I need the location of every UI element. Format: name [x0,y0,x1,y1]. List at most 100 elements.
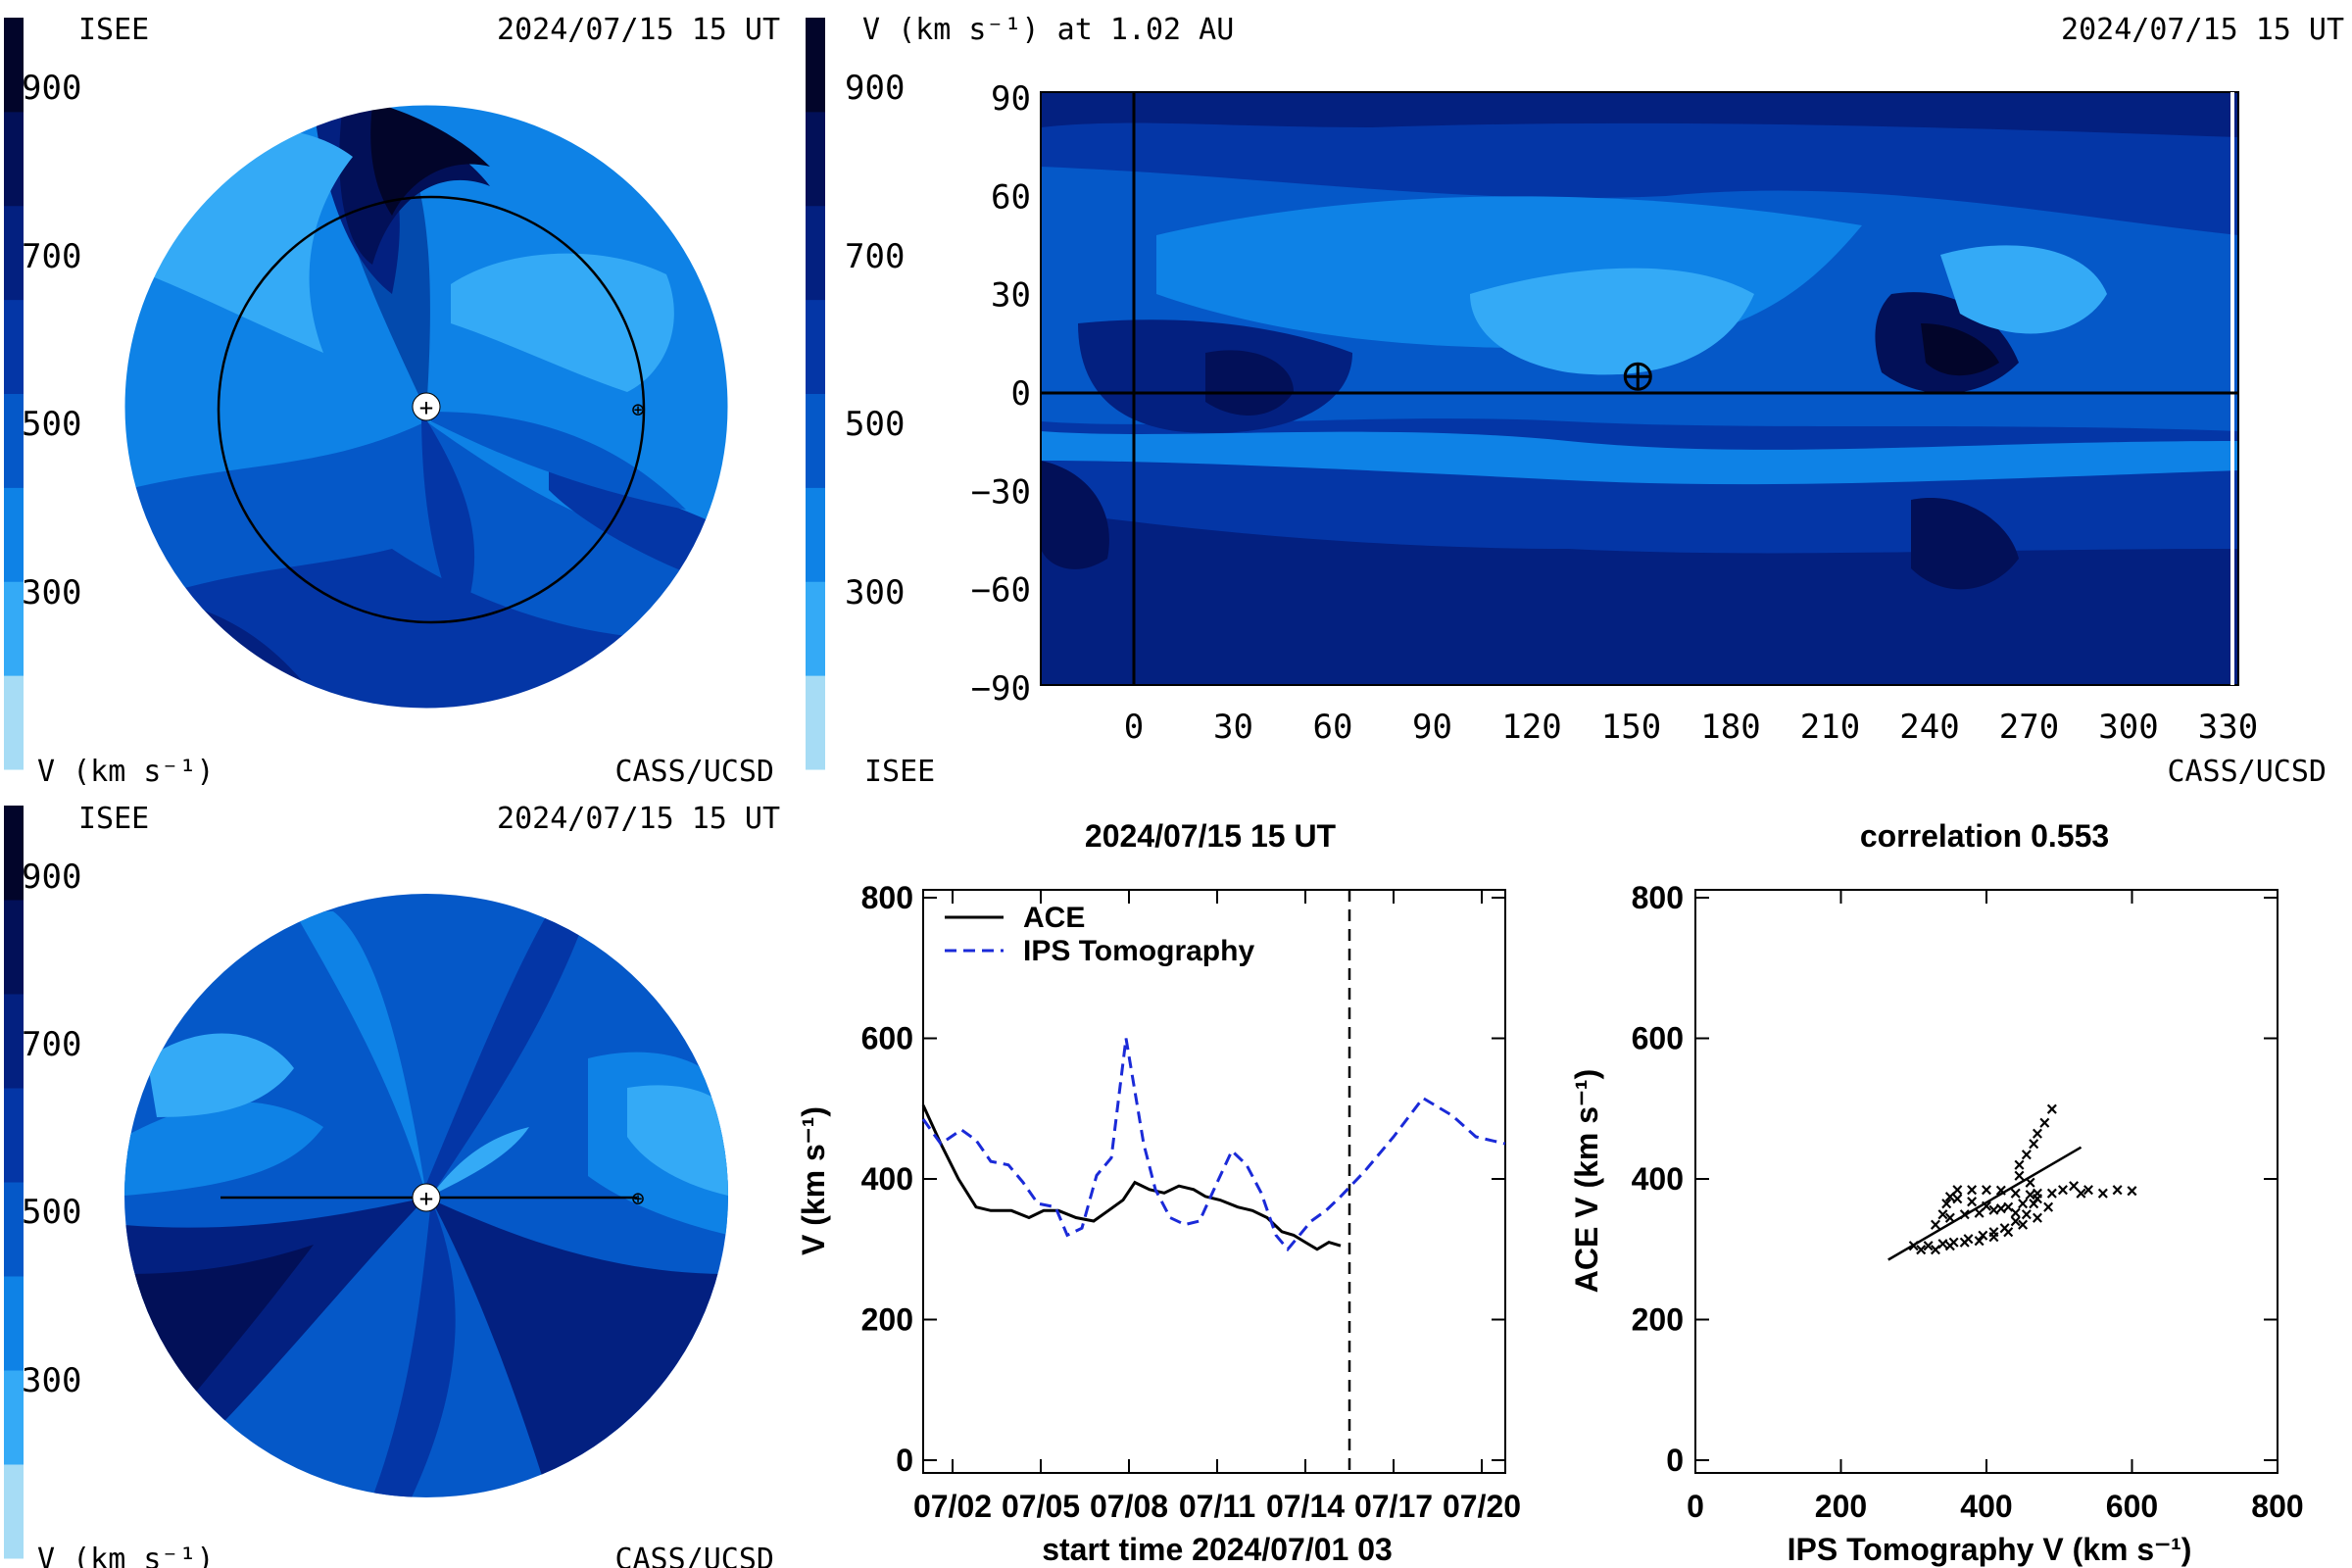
longitude-tick-label: 0 [1124,708,1144,747]
time-series-ylabel: V (km s⁻¹) [796,1106,831,1255]
x-tick-label: 800 [2251,1489,2303,1524]
x-tick-label: 200 [1815,1489,1867,1524]
colorbar-tick-900: 900 [22,858,81,897]
scatter-point: × [1963,1229,1975,1250]
x-tick-label: 400 [1960,1489,2012,1524]
sun-marker [412,392,441,421]
longitude-tick-label: 210 [1800,708,1860,747]
ecliptic-velocity-panel: 900 700 500 300 ISEE 2024/07/15 15 UT V … [4,13,780,789]
ecliptic-disc-outline [123,104,729,710]
colorbar-segment [806,111,825,207]
regression-fit-line [1887,1146,2082,1261]
colorbar-tick-300: 300 [22,1361,81,1400]
scatter-point: × [2021,1145,2033,1166]
legend-ips-label: IPS Tomography [1023,935,1254,967]
scatter-point: × [2021,1204,2033,1226]
scatter-point: × [1988,1200,2000,1222]
earth-orbit-circle [217,195,646,624]
scatter-point: × [2025,1185,2036,1206]
map-credit-label: CASS/UCSD [2167,755,2327,789]
legend-ace-label: ACE [1023,902,1085,934]
scatter-point: × [2032,1189,2043,1210]
velocity-colorbar [4,806,24,1559]
scatter-title: correlation 0.553 [1860,818,2109,854]
colorbar-segment [4,1182,24,1277]
colorbar-segment [4,1464,24,1559]
colorbar-segment [4,900,24,995]
scatter-point: × [2010,1211,2022,1233]
x-tick-label: 07/11 [1179,1489,1255,1524]
colorbar-segment [4,111,24,207]
longitude-tick-label: 150 [1601,708,1661,747]
colorbar-tick-700: 700 [22,237,81,276]
colorbar-tick-500: 500 [22,1193,81,1232]
meridional-velocity-disc [124,894,728,1497]
y-tick-label: 0 [896,1443,913,1478]
colorbar-segment [806,393,825,488]
x-tick-label: 07/14 [1266,1489,1345,1524]
time-series-legend: ACE IPS Tomography [945,902,1254,967]
scatter-ticks: 0 200 400 600 800 0 200 400 600 800 [1632,880,2304,1524]
longitude-tick-label: 180 [1700,708,1760,747]
x-tick-label: 0 [1687,1489,1704,1524]
latitude-tick-label: −60 [971,571,1031,611]
x-tick-label: 07/20 [1443,1489,1521,1524]
scatter-point: × [1923,1236,1935,1257]
scatter-point: × [2032,1207,2043,1229]
y-tick-label: 400 [1632,1161,1684,1197]
scatter-point: × [2010,1202,2022,1224]
map-frame [1040,91,2239,686]
map-colorbar-tick-labels: 900 700 500 300 [845,69,905,612]
credit-label: CASS/UCSD [614,1543,774,1568]
scatter-point: × [2002,1198,2014,1219]
map-velocity-colorbar [806,18,825,770]
scatter-point: × [1974,1202,1985,1224]
colorbar-segment [4,299,24,394]
latitude-tick-label: 30 [991,276,1031,316]
scatter-point: × [2082,1180,2094,1201]
x-tick-label: 07/08 [1090,1489,1168,1524]
longitude-tick-label: 330 [2198,708,2258,747]
latitude-tick-labels: 90 60 30 0 −30 −60 −90 [971,79,1031,709]
scatter-point: × [2025,1173,2036,1195]
scatter-point: × [2057,1180,2069,1201]
time-series-lines [921,1038,1506,1252]
time-series-panel: 2024/07/15 15 UT 0 200 400 600 800 07/02 07/05… [796,818,1521,1567]
date-label: 2024/07/15 15 UT [497,802,780,836]
scatter-point: × [2112,1180,2124,1201]
colorbar-segment [806,205,825,301]
colorbar-tick-700: 700 [22,1025,81,1064]
colorbar-segment [4,806,24,901]
scatter-point: × [1944,1207,1956,1229]
date-label: 2024/07/15 15 UT [497,13,780,47]
ace-series-line [921,1104,1342,1251]
scatter-point: × [1999,1218,2011,1240]
velocity-map-contours [1041,92,2238,685]
colorbar-tick-300: 300 [22,573,81,612]
map-date: 2024/07/15 15 UT [2061,13,2344,47]
longitude-tick-label: 90 [1412,708,1452,747]
latitude-tick-label: 60 [991,177,1031,217]
org-label: ISEE [78,802,149,836]
scatter-point: × [1988,1222,2000,1244]
colorbar-tick-labels: 900 700 500 300 [22,858,81,1400]
scatter-point: × [2017,1215,2029,1237]
scatter-point: × [2032,1183,2043,1204]
colorbar-segment [806,581,825,676]
scatter-point: × [1951,1180,1963,1201]
map-colorbar-tick-500: 500 [845,405,905,444]
y-tick-label: 0 [1666,1443,1684,1478]
scatter-point: × [1937,1204,1949,1226]
earth-symbol: ⊕ [631,1187,644,1211]
scatter-point: × [1966,1192,1978,1213]
colorbar-segment [4,393,24,488]
longitude-tick-label: 60 [1313,708,1353,747]
scatter-point: × [2076,1183,2087,1204]
scatter-point: × [1977,1225,1988,1247]
colorbar-segment [4,994,24,1089]
credit-label: CASS/UCSD [614,755,774,789]
colorbar-segment [4,675,24,770]
y-tick-label: 200 [1632,1302,1684,1338]
scatter-point: × [1940,1194,1952,1215]
time-series-frame [922,889,1506,1474]
